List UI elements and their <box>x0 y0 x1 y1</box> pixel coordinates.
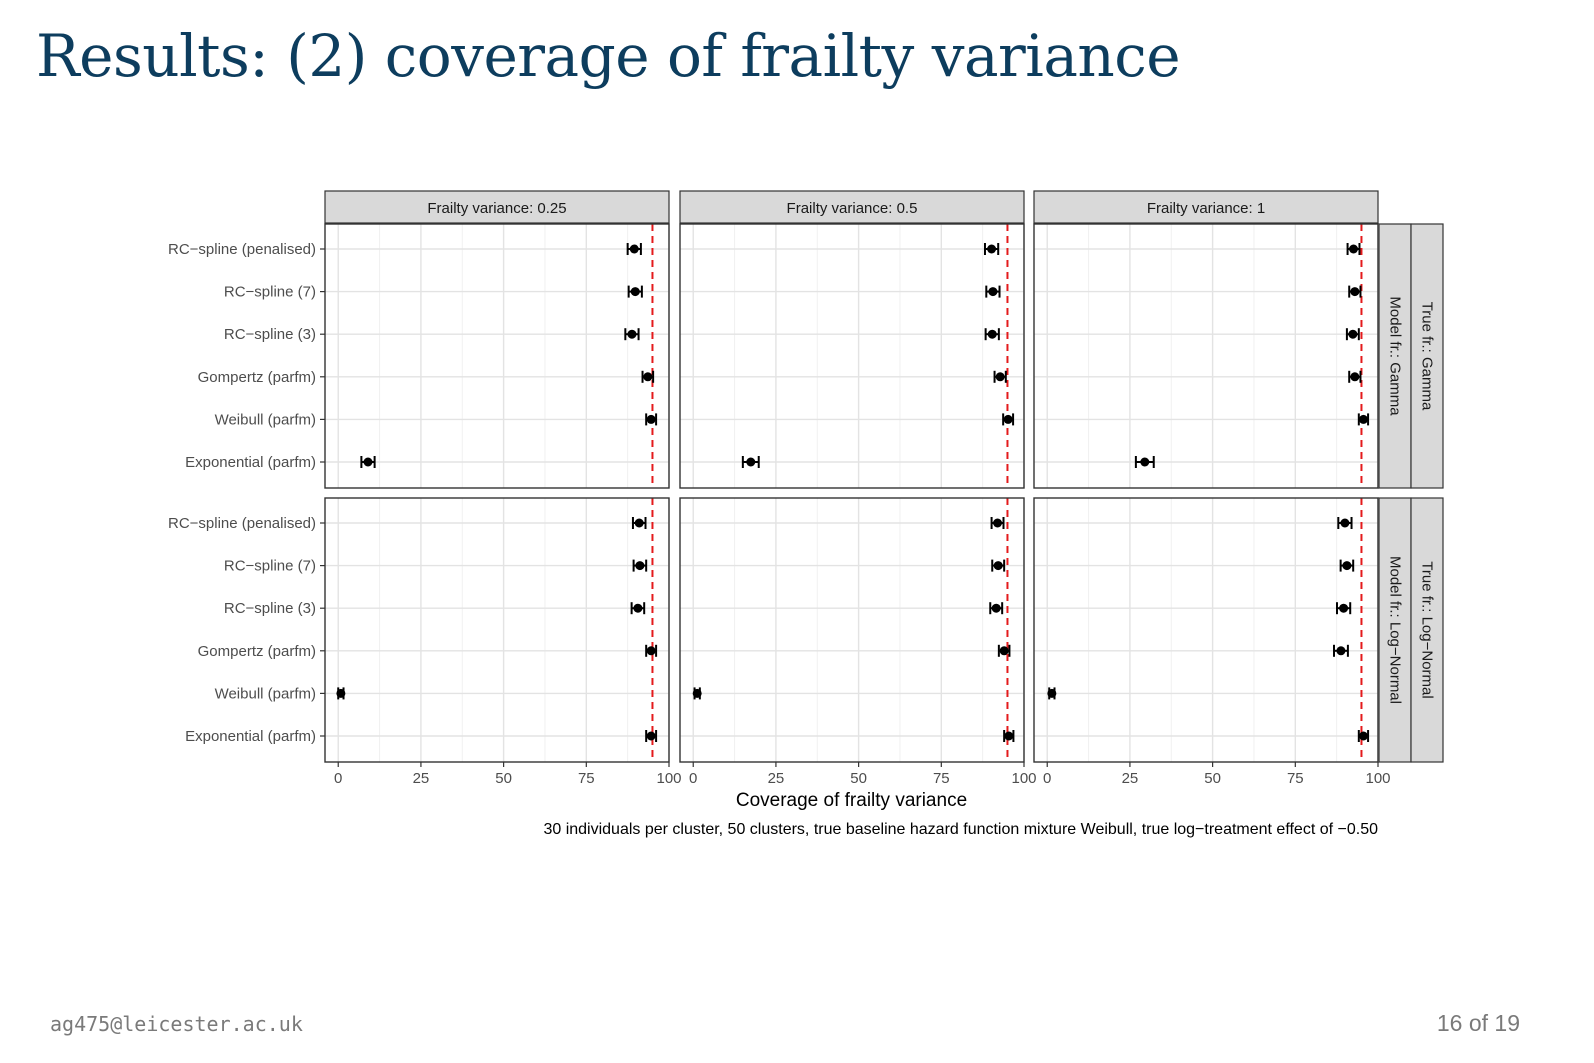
panel-border <box>679 223 1025 489</box>
y-tick-label: Exponential (parfm) <box>185 728 316 745</box>
point-estimate <box>987 244 997 254</box>
x-tick-label: 100 <box>656 770 681 787</box>
point-estimate <box>999 646 1009 656</box>
x-tick-label: 25 <box>1122 770 1139 787</box>
point-estimate <box>363 457 373 467</box>
facet-strip-col <box>1033 190 1379 224</box>
facet-strip-col-label: Frailty variance: 0.5 <box>787 200 918 217</box>
point-estimate <box>630 287 640 297</box>
point-estimate <box>1350 287 1360 297</box>
panel-border <box>324 497 670 763</box>
point-estimate <box>1340 518 1350 528</box>
y-tick-label: Weibull (parfm) <box>215 685 316 702</box>
chart-caption: 30 individuals per cluster, 50 clusters,… <box>543 821 1378 838</box>
y-tick-label: Gompertz (parfm) <box>198 369 316 386</box>
facet-strip-row-true-label: True fr.: Log−Normal <box>1419 561 1436 698</box>
point-estimate <box>692 688 702 698</box>
x-tick-label: 0 <box>689 770 697 787</box>
x-tick-label: 100 <box>1011 770 1036 787</box>
point-estimate <box>1336 646 1346 656</box>
point-estimate <box>1350 372 1360 382</box>
point-estimate <box>988 287 998 297</box>
point-estimate <box>643 372 653 382</box>
point-estimate <box>627 329 637 339</box>
point-estimate <box>646 414 656 424</box>
footer-email: ag475@leicester.ac.uk <box>50 1012 303 1036</box>
panel-background <box>325 224 669 488</box>
panel-border <box>1033 223 1379 489</box>
point-estimate <box>646 731 656 741</box>
x-tick-label: 0 <box>1043 770 1051 787</box>
point-estimate <box>993 561 1003 571</box>
y-tick-label: Exponential (parfm) <box>185 454 316 471</box>
facet-strip-row-true-label: True fr.: Gamma <box>1419 302 1436 411</box>
point-estimate <box>993 518 1003 528</box>
facet-strip-row-model-label: Model fr.: Log−Normal <box>1387 556 1404 704</box>
x-tick-label: 100 <box>1365 770 1390 787</box>
point-estimate <box>1003 414 1013 424</box>
y-tick-label: RC−spline (3) <box>224 600 316 617</box>
x-tick-label: 50 <box>495 770 512 787</box>
x-tick-label: 25 <box>768 770 785 787</box>
x-tick-label: 50 <box>850 770 867 787</box>
point-estimate <box>1358 414 1368 424</box>
point-estimate <box>1342 561 1352 571</box>
point-estimate <box>987 329 997 339</box>
facet-strip-row-true <box>1410 497 1444 763</box>
y-tick-label: RC−spline (3) <box>224 326 316 343</box>
facet-strip-col-label: Frailty variance: 1 <box>1147 200 1265 217</box>
point-estimate <box>634 518 644 528</box>
x-tick-label: 0 <box>334 770 342 787</box>
y-tick-label: RC−spline (7) <box>224 284 316 301</box>
point-estimate <box>633 603 643 613</box>
page-number: 16 of 19 <box>1436 1010 1520 1036</box>
x-axis-title: Coverage of frailty variance <box>736 790 967 811</box>
y-tick-label: Weibull (parfm) <box>215 411 316 428</box>
panel-background <box>680 224 1024 488</box>
x-tick-label: 75 <box>1287 770 1304 787</box>
y-tick-label: RC−spline (7) <box>224 558 316 575</box>
facet-strip-col <box>324 190 670 224</box>
point-estimate <box>629 244 639 254</box>
point-estimate <box>746 457 756 467</box>
x-tick-label: 50 <box>1204 770 1221 787</box>
panel-background <box>1034 224 1378 488</box>
point-estimate <box>1004 731 1014 741</box>
point-estimate <box>1349 244 1359 254</box>
y-tick-label: Gompertz (parfm) <box>198 643 316 660</box>
y-tick-label: RC−spline (penalised) <box>168 241 316 258</box>
facet-strip-col <box>679 190 1025 224</box>
point-estimate <box>1047 688 1057 698</box>
point-estimate <box>635 561 645 571</box>
point-estimate <box>991 603 1001 613</box>
facet-strip-row-true <box>1410 223 1444 489</box>
point-estimate <box>1339 603 1349 613</box>
point-estimate <box>1358 731 1368 741</box>
facet-strip-col-label: Frailty variance: 0.25 <box>427 200 566 217</box>
point-estimate <box>1348 329 1358 339</box>
x-tick-label: 75 <box>578 770 595 787</box>
panel-background <box>325 498 669 762</box>
y-tick-label: RC−spline (penalised) <box>168 515 316 532</box>
panel-background <box>680 498 1024 762</box>
x-tick-label: 25 <box>413 770 430 787</box>
slide-title: Results: (2) coverage of frailty varianc… <box>36 22 1181 90</box>
panel-border <box>324 223 670 489</box>
facet-strip-row-model <box>1378 497 1412 763</box>
point-estimate <box>336 688 346 698</box>
point-estimate <box>646 646 656 656</box>
point-estimate <box>1140 457 1150 467</box>
panel-border <box>679 497 1025 763</box>
facet-strip-row-model-label: Model fr.: Gamma <box>1387 296 1404 416</box>
facet-strip-row-model <box>1378 223 1412 489</box>
point-estimate <box>995 372 1005 382</box>
panel-background <box>1034 498 1378 762</box>
x-tick-label: 75 <box>933 770 950 787</box>
panel-border <box>1033 497 1379 763</box>
